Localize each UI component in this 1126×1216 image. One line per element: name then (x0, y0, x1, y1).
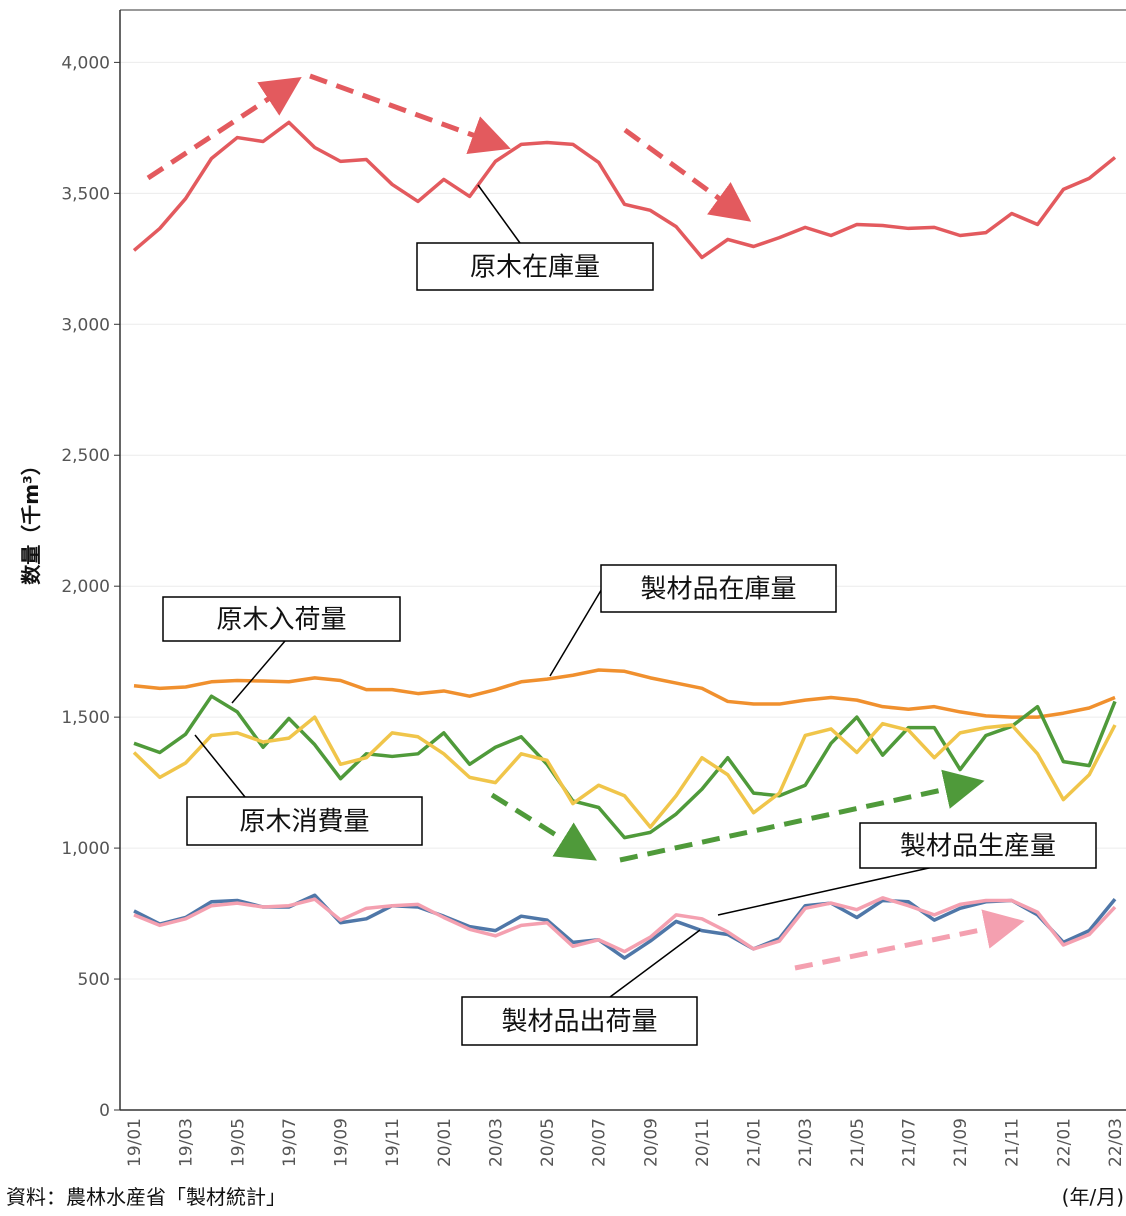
x-tick-label: 19/11 (383, 1118, 403, 1167)
y-tick-label: 2,000 (61, 577, 110, 597)
x-tick-label: 21/07 (899, 1118, 919, 1167)
series-lines (132, 120, 1117, 960)
series-line (133, 668, 1116, 719)
x-axis-unit: (年/月) (1062, 1185, 1124, 1209)
x-tick-label: 21/11 (1003, 1118, 1023, 1167)
y-tick-label: 500 (78, 970, 110, 990)
series-line (133, 896, 1117, 954)
leader-line (717, 865, 939, 916)
series-label-box (186, 796, 423, 846)
series-label: 製材品在庫量 (640, 575, 796, 605)
leader-line (549, 586, 604, 677)
x-tick-label: 20/01 (435, 1118, 455, 1167)
x-tick-label: 22/01 (1054, 1118, 1074, 1167)
series-label: 原木入荷量 (216, 605, 346, 635)
x-tick-label: 20/11 (693, 1118, 713, 1167)
trend-arrows (146, 73, 1025, 971)
source-note: 資料：農林水産省「製材統計」 (6, 1185, 286, 1209)
x-tick-label: 19/09 (332, 1118, 352, 1167)
leader-lines (194, 184, 939, 998)
series-line (133, 694, 1117, 840)
series-label-box (600, 564, 837, 613)
series-line (132, 120, 1117, 260)
trend-arrow (619, 769, 985, 863)
series-label: 原木消費量 (239, 807, 369, 837)
y-tick-label: 1,500 (61, 708, 110, 728)
trend-arrow (490, 792, 597, 861)
series-label-box (859, 822, 1097, 869)
leader-line (194, 734, 246, 798)
y-tick-label: 3,500 (61, 184, 110, 204)
x-tick-label: 19/05 (228, 1118, 248, 1167)
x-tick-label: 21/09 (951, 1118, 971, 1167)
x-tick-label: 19/07 (280, 1118, 300, 1167)
trend-arrow (794, 909, 1025, 971)
trend-arrow (146, 77, 302, 181)
y-tick-label: 2,500 (61, 446, 110, 466)
series-label: 製材品出荷量 (501, 1007, 657, 1037)
series-line (132, 715, 1117, 829)
x-tick-label: 21/03 (796, 1118, 816, 1167)
x-tick-label: 20/03 (486, 1118, 506, 1167)
series-label: 原木在庫量 (470, 253, 600, 283)
x-tick-label: 19/01 (125, 1118, 145, 1167)
y-tick-label: 4,000 (61, 53, 110, 73)
y-tick-label: 1,000 (61, 839, 110, 859)
x-tick-label: 20/09 (641, 1118, 661, 1167)
x-tick-label: 21/05 (848, 1118, 868, 1167)
leader-line (609, 929, 701, 998)
x-tick-label: 22/03 (1106, 1118, 1126, 1167)
series-label-box (461, 996, 698, 1046)
x-tick-label: 19/03 (177, 1118, 197, 1167)
leader-line (477, 184, 521, 244)
axes: 0 500 1,000 1,500 2,000 2,500 3,000 3,500 4,000 1… (61, 9, 1126, 1167)
leader-line (231, 640, 286, 704)
x-tick-label: 20/07 (590, 1118, 610, 1167)
y-axis-title: 数量（千m³） (19, 455, 43, 585)
x-tick-label: 21/01 (745, 1118, 765, 1167)
trend-arrow (309, 73, 511, 154)
trend-arrow (623, 127, 752, 222)
series-label-box (162, 596, 401, 642)
y-tick-label: 0 (99, 1101, 110, 1121)
series-label: 製材品生産量 (900, 832, 1056, 862)
y-tick-label: 3,000 (61, 315, 110, 335)
series-label-box (416, 242, 654, 291)
x-tick-label: 20/05 (538, 1118, 558, 1167)
